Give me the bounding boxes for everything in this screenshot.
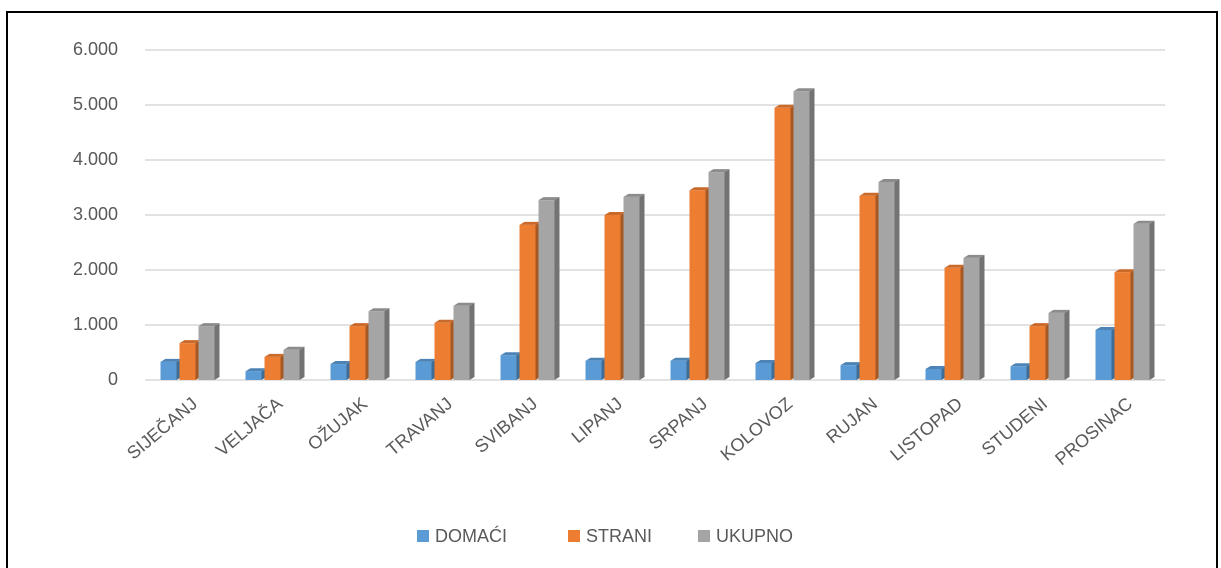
bar-top [708, 169, 730, 173]
bar [878, 182, 895, 380]
bar [283, 349, 300, 380]
bar-side [554, 197, 560, 380]
bar [538, 200, 555, 380]
bar-top [1048, 309, 1070, 313]
bar-top [245, 368, 267, 372]
bar-top [689, 187, 711, 191]
bar-side [894, 179, 900, 380]
bar-top [415, 358, 437, 362]
bar-side [1149, 220, 1155, 380]
y-tick-label: 6.000 [73, 39, 118, 59]
y-tick-label: 4.000 [73, 149, 118, 169]
bar [434, 322, 451, 380]
y-tick-label: 5.000 [73, 94, 118, 114]
bar-top [755, 359, 777, 363]
bar [245, 371, 262, 380]
y-tick-label: 3.000 [73, 204, 118, 224]
bar-side [809, 88, 815, 380]
bar-side [1064, 309, 1070, 380]
legend-label: DOMAĆI [435, 525, 507, 546]
bar-top [368, 308, 390, 312]
bar [264, 356, 281, 380]
bar-top [623, 193, 645, 197]
y-tick-label: 2.000 [73, 259, 118, 279]
bar-side [469, 302, 475, 380]
bar-top [944, 264, 966, 268]
bar [368, 311, 385, 380]
bar-top [774, 104, 796, 108]
bar-top [1029, 323, 1051, 327]
bar [963, 257, 980, 380]
bar-top [453, 302, 475, 306]
bar [1029, 326, 1046, 380]
bar-top [330, 361, 352, 365]
bar [179, 343, 196, 380]
bar [708, 172, 725, 380]
bar [1095, 329, 1112, 380]
bar [670, 360, 687, 380]
bar [198, 326, 215, 380]
bar-top [283, 346, 305, 350]
bar-top [1133, 220, 1155, 224]
bar-side [979, 254, 985, 380]
bar [859, 195, 876, 380]
bar [330, 364, 347, 380]
legend-label: STRANI [586, 526, 652, 546]
bar [1048, 312, 1065, 380]
bar-side [214, 323, 220, 380]
bar-side [639, 193, 645, 380]
bar-top [538, 197, 560, 201]
bar-top [198, 323, 220, 327]
bar-top [1010, 363, 1032, 367]
bar [944, 267, 961, 380]
bar [793, 91, 810, 380]
bar [774, 107, 791, 380]
bar-top [500, 352, 522, 356]
bar-top [793, 88, 815, 92]
bar-top [160, 358, 182, 362]
bar [500, 355, 517, 380]
legend-swatch [417, 530, 429, 542]
bar-top [1095, 326, 1117, 330]
bar-top [434, 319, 456, 323]
bar [840, 365, 857, 380]
bar-top [859, 192, 881, 196]
bar-top [179, 340, 201, 344]
bar [925, 369, 942, 380]
bar [604, 215, 621, 380]
bar-top [519, 221, 541, 225]
y-tick-label: 1.000 [73, 314, 118, 334]
bar-top [604, 212, 626, 215]
bar-side [299, 346, 305, 380]
bar [1114, 272, 1131, 380]
bar [1133, 223, 1150, 380]
bar [160, 361, 177, 380]
bar-top [349, 323, 371, 327]
bar-top [585, 357, 607, 361]
bar [519, 224, 536, 380]
bar-top [840, 362, 862, 366]
bar [623, 196, 640, 380]
legend-label: UKUPNO [716, 526, 793, 546]
bar [585, 360, 602, 380]
bar-top [1114, 269, 1136, 273]
bar-side [724, 169, 730, 380]
bar-top [925, 366, 947, 369]
bar-top [264, 353, 286, 357]
bar [453, 305, 470, 380]
bar [349, 326, 366, 380]
bar-top [670, 357, 692, 361]
bar [689, 190, 706, 380]
y-tick-label: 0 [108, 369, 118, 389]
bar-top [878, 179, 900, 182]
bar-side [384, 308, 390, 380]
bar [1010, 366, 1027, 380]
bar-top [963, 254, 985, 258]
legend-swatch [568, 530, 580, 542]
bar [755, 362, 772, 380]
legend-swatch [698, 530, 710, 542]
bar [415, 361, 432, 380]
